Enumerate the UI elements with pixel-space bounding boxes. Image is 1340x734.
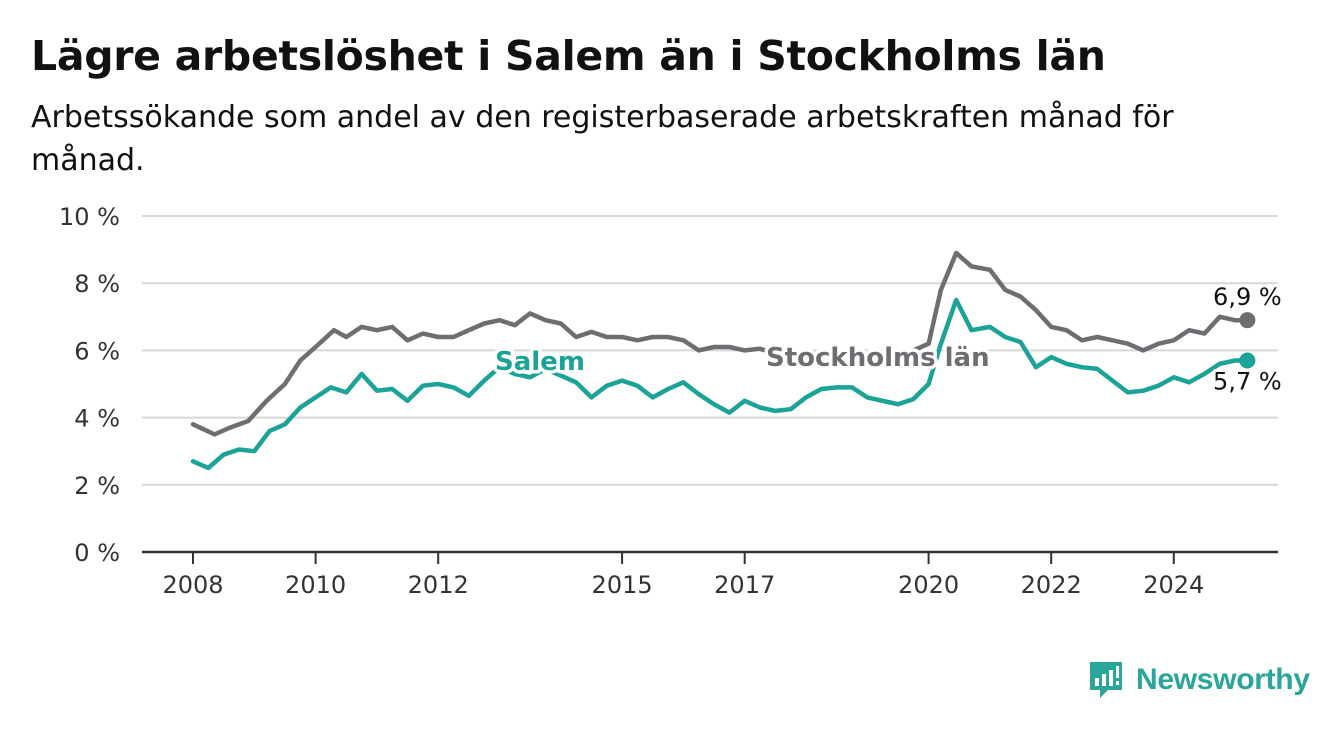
logo-text: Newsworthy [1136, 663, 1310, 696]
x-tick-label: 2024 [1143, 571, 1204, 599]
series-line-stockholm [190, 250, 1250, 437]
series-lines [190, 250, 1256, 471]
x-axis: 2008 2010 2012 2015 2017 2020 2022 2024 [142, 550, 1278, 599]
series-endpoint-stockholm [1239, 312, 1256, 329]
gridlines [142, 215, 1278, 486]
series-name-label-salem: Salem [495, 347, 585, 377]
bar-chart-logo-icon [1090, 662, 1122, 698]
y-tick-label: 2 % [74, 472, 120, 500]
y-tick-label: 8 % [74, 270, 120, 298]
series-line-salem [190, 297, 1250, 471]
x-tick-label: 2020 [898, 571, 959, 599]
y-tick-label: 0 % [74, 539, 120, 567]
series-endpoint-salem [1239, 352, 1256, 369]
y-tick-label: 10 % [59, 203, 120, 231]
x-tick-label: 2022 [1021, 571, 1082, 599]
x-tick-label: 2017 [714, 571, 775, 599]
newsworthy-logo: Newsworthy [1088, 660, 1310, 700]
series-labels: Stockholms län 6,9 % Salem 5,7 % [492, 280, 1285, 398]
x-tick-label: 2008 [162, 571, 223, 599]
chart-title: Lägre arbetslöshet i Salem än i Stockhol… [31, 32, 1106, 80]
end-value-label-salem: 5,7 % [1213, 367, 1282, 395]
y-axis-tick-labels: 0 % 2 % 4 % 6 % 8 % 10 % [59, 203, 120, 567]
x-tick-label: 2010 [285, 571, 346, 599]
y-tick-label: 6 % [74, 337, 120, 365]
series-name-label-stockholm: Stockholms län [766, 343, 990, 373]
chart-subtitle: Arbetssökande som andel av den registerb… [31, 100, 1174, 178]
y-tick-label: 4 % [74, 405, 120, 433]
x-tick-label: 2012 [408, 571, 469, 599]
x-tick-label: 2015 [592, 571, 653, 599]
end-value-label-stockholm: 6,9 % [1213, 283, 1282, 311]
